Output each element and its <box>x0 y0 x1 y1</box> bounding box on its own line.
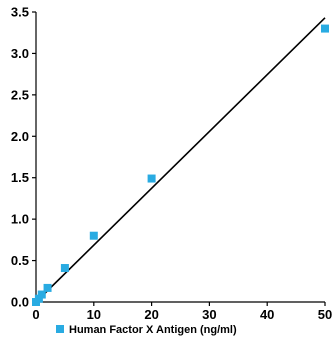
axes: 0.0 0.5 1.0 1.5 2.0 2.5 3.0 3.5 0 10 20 30 40 50 <box>11 5 332 323</box>
y-tick-label: 1.5 <box>11 170 29 185</box>
x-tick-label: 30 <box>202 307 216 322</box>
trendline <box>35 17 326 303</box>
y-tick-label: 3.5 <box>11 5 29 20</box>
trendline-layer <box>35 17 326 303</box>
y-tick-label: 2.5 <box>11 87 29 102</box>
data-point <box>89 231 98 240</box>
data-point <box>43 283 52 292</box>
y-tick-label: 1.0 <box>11 212 29 227</box>
x-tick-label: 50 <box>318 307 332 322</box>
data-point <box>147 174 156 183</box>
y-tick-label: 3.0 <box>11 46 29 61</box>
y-tick-label: 0.5 <box>11 253 29 268</box>
legend-marker <box>56 325 64 333</box>
legend: Human Factor X Antigen (ng/ml) <box>56 324 237 336</box>
x-tick-label: 40 <box>260 307 274 322</box>
x-tick-label: 0 <box>32 307 39 322</box>
legend-label: Human Factor X Antigen (ng/ml) <box>69 324 237 336</box>
data-point <box>60 264 69 273</box>
x-tick-label: 20 <box>144 307 158 322</box>
data-point <box>34 294 43 303</box>
data-point <box>321 24 329 33</box>
x-tick-label: 10 <box>87 307 101 322</box>
data-points <box>32 24 329 306</box>
y-tick-label: 0.0 <box>11 295 29 310</box>
data-point <box>37 290 46 299</box>
y-tick-label: 2.0 <box>11 129 29 144</box>
